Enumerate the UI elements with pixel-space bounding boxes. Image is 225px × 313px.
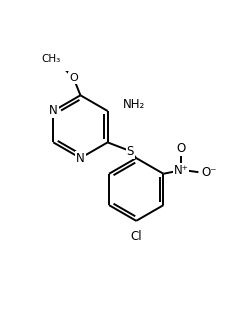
Text: Cl: Cl [130,230,142,244]
Text: O: O [176,141,185,155]
Text: N: N [49,105,58,117]
Text: CH₃: CH₃ [41,54,60,64]
Text: N: N [76,151,85,165]
Text: N⁺: N⁺ [173,164,188,177]
Text: S: S [127,145,134,157]
Text: NH₂: NH₂ [123,98,146,110]
Text: O: O [69,73,78,83]
Text: O⁻: O⁻ [201,166,216,178]
